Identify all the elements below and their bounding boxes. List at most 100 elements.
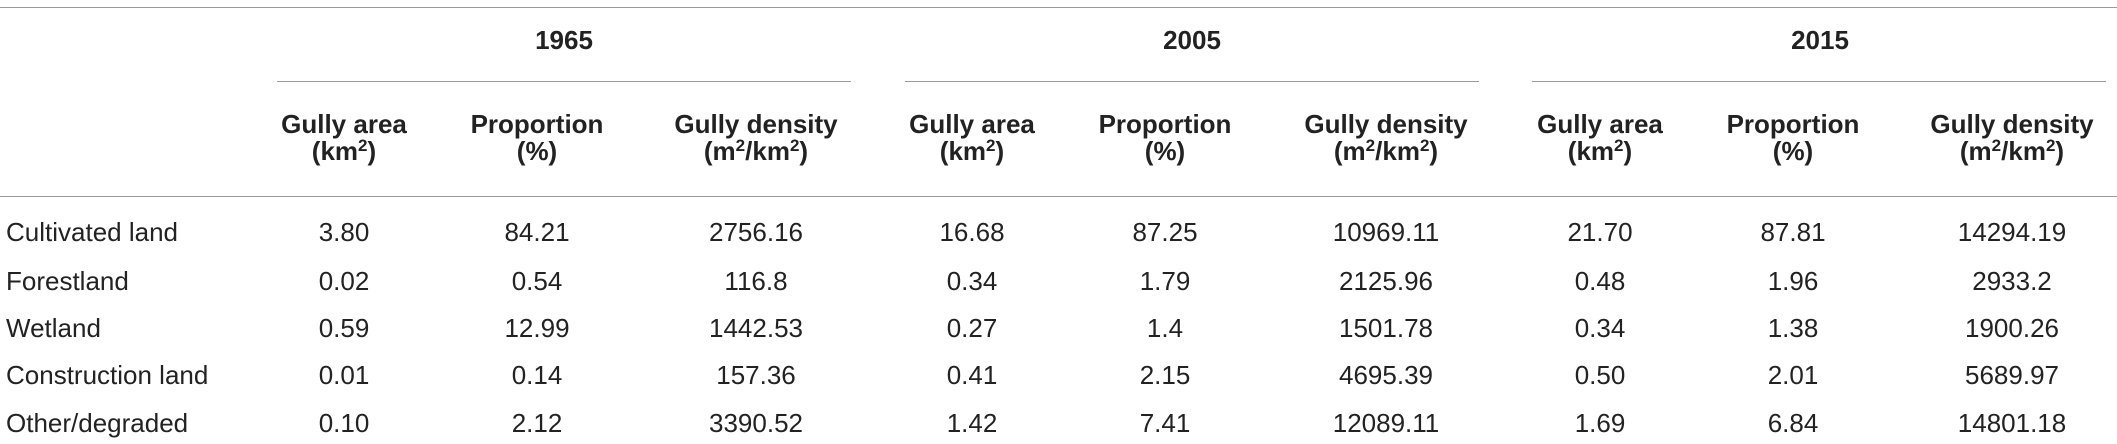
table-cell: 21.70 — [1567, 217, 1633, 247]
column-header: Proportion — [470, 109, 604, 139]
column-header: Gully area — [281, 109, 407, 139]
table-cell: 1.38 — [1767, 313, 1819, 343]
table-cell: 0.34 — [946, 266, 998, 296]
unit-text: (m — [703, 136, 736, 166]
superscript: 2 — [735, 136, 746, 155]
table-cell: 1.96 — [1767, 266, 1819, 296]
year-header: 2015 — [1791, 25, 1849, 55]
table-cell: 84.21 — [504, 217, 570, 247]
unit-text: (%) — [516, 136, 558, 166]
unit-text: (km — [1567, 136, 1615, 166]
column-unit: (km2) — [1568, 134, 1632, 168]
unit-text: /km — [1375, 136, 1420, 166]
table-cell: 157.36 — [716, 360, 796, 390]
table-cell: 0.10 — [318, 408, 370, 438]
superscript: 2 — [1991, 136, 2002, 155]
table-cell: 3.80 — [318, 217, 370, 247]
table-cell: 0.54 — [511, 266, 563, 296]
table-cell: 1.42 — [946, 408, 998, 438]
table-cell: 3390.52 — [709, 408, 803, 438]
year-header: 1965 — [535, 25, 593, 55]
table-cell: 0.48 — [1574, 266, 1626, 296]
row-label: Forestland — [6, 266, 129, 296]
table-cell: 2.12 — [511, 408, 563, 438]
table-cell: 2.01 — [1767, 360, 1819, 390]
column-unit: (km2) — [312, 134, 376, 168]
table-cell: 2125.96 — [1339, 266, 1433, 296]
unit-text: (m — [1959, 136, 1992, 166]
unit-text: (m — [1333, 136, 1366, 166]
table-cell: 14294.19 — [1957, 217, 2067, 247]
unit-text: /km — [2001, 136, 2046, 166]
column-unit: (m2/km2) — [704, 134, 808, 168]
superscript: 2 — [358, 136, 368, 155]
row-label: Wetland — [6, 313, 101, 343]
unit-text: (km — [939, 136, 987, 166]
table-cell: 0.34 — [1574, 313, 1626, 343]
table-cell: 14801.18 — [1957, 408, 2067, 438]
table-cell: 0.59 — [318, 313, 370, 343]
column-unit: (km2) — [940, 134, 1004, 168]
table-cell: 1900.26 — [1965, 313, 2059, 343]
superscript: 2 — [1365, 136, 1376, 155]
table-cell: 2.15 — [1139, 360, 1191, 390]
unit-text: ) — [2055, 136, 2065, 166]
table-cell: 0.02 — [318, 266, 370, 296]
row-label: Cultivated land — [6, 217, 178, 247]
table-cell: 0.14 — [511, 360, 563, 390]
table-cell: 12.99 — [504, 313, 570, 343]
unit-text: ) — [367, 136, 377, 166]
column-header: Gully density — [674, 109, 838, 139]
table-cell: 1.69 — [1574, 408, 1626, 438]
table-cell: 1501.78 — [1339, 313, 1433, 343]
table-cell: 5689.97 — [1965, 360, 2059, 390]
unit-text: ) — [995, 136, 1005, 166]
unit-text: ) — [1623, 136, 1633, 166]
unit-text: ) — [799, 136, 809, 166]
group-rule — [905, 81, 1479, 82]
table-cell: 1.4 — [1146, 313, 1184, 343]
unit-text: (%) — [1144, 136, 1186, 166]
table-cell: 0.50 — [1574, 360, 1626, 390]
top-rule — [0, 7, 2117, 8]
superscript: 2 — [986, 136, 996, 155]
table-cell: 0.27 — [946, 313, 998, 343]
column-unit: (%) — [517, 134, 557, 168]
superscript: 2 — [1419, 136, 1430, 155]
table-cell: 0.01 — [318, 360, 370, 390]
row-label: Other/degraded — [6, 408, 189, 438]
column-unit: (m2/km2) — [1960, 134, 2064, 168]
group-rule — [1532, 81, 2106, 82]
unit-text: /km — [745, 136, 790, 166]
column-unit: (%) — [1773, 134, 1813, 168]
column-header: Proportion — [1098, 109, 1232, 139]
year-header: 2005 — [1163, 25, 1221, 55]
table-cell: 6.84 — [1767, 408, 1819, 438]
column-header: Proportion — [1726, 109, 1860, 139]
table-cell: 0.41 — [946, 360, 998, 390]
superscript: 2 — [789, 136, 800, 155]
table-cell: 87.81 — [1760, 217, 1826, 247]
table-cell: 4695.39 — [1339, 360, 1433, 390]
table-cell: 7.41 — [1139, 408, 1191, 438]
table-cell: 1442.53 — [709, 313, 803, 343]
table-cell: 12089.11 — [1332, 408, 1440, 438]
row-label: Construction land — [6, 360, 209, 390]
table-cell: 10969.11 — [1332, 217, 1440, 247]
table-cell: 2756.16 — [709, 217, 803, 247]
group-rule — [277, 81, 851, 82]
table-cell: 116.8 — [724, 266, 788, 296]
column-unit: (%) — [1145, 134, 1185, 168]
table-cell: 1.79 — [1139, 266, 1191, 296]
header-rule — [0, 196, 2117, 197]
unit-text: (km — [311, 136, 359, 166]
unit-text: ) — [1429, 136, 1439, 166]
column-header: Gully area — [1537, 109, 1663, 139]
column-header: Gully density — [1304, 109, 1468, 139]
superscript: 2 — [1614, 136, 1624, 155]
table-cell: 16.68 — [939, 217, 1005, 247]
column-header: Gully density — [1930, 109, 2094, 139]
column-header: Gully area — [909, 109, 1035, 139]
column-unit: (m2/km2) — [1334, 134, 1438, 168]
unit-text: (%) — [1772, 136, 1814, 166]
